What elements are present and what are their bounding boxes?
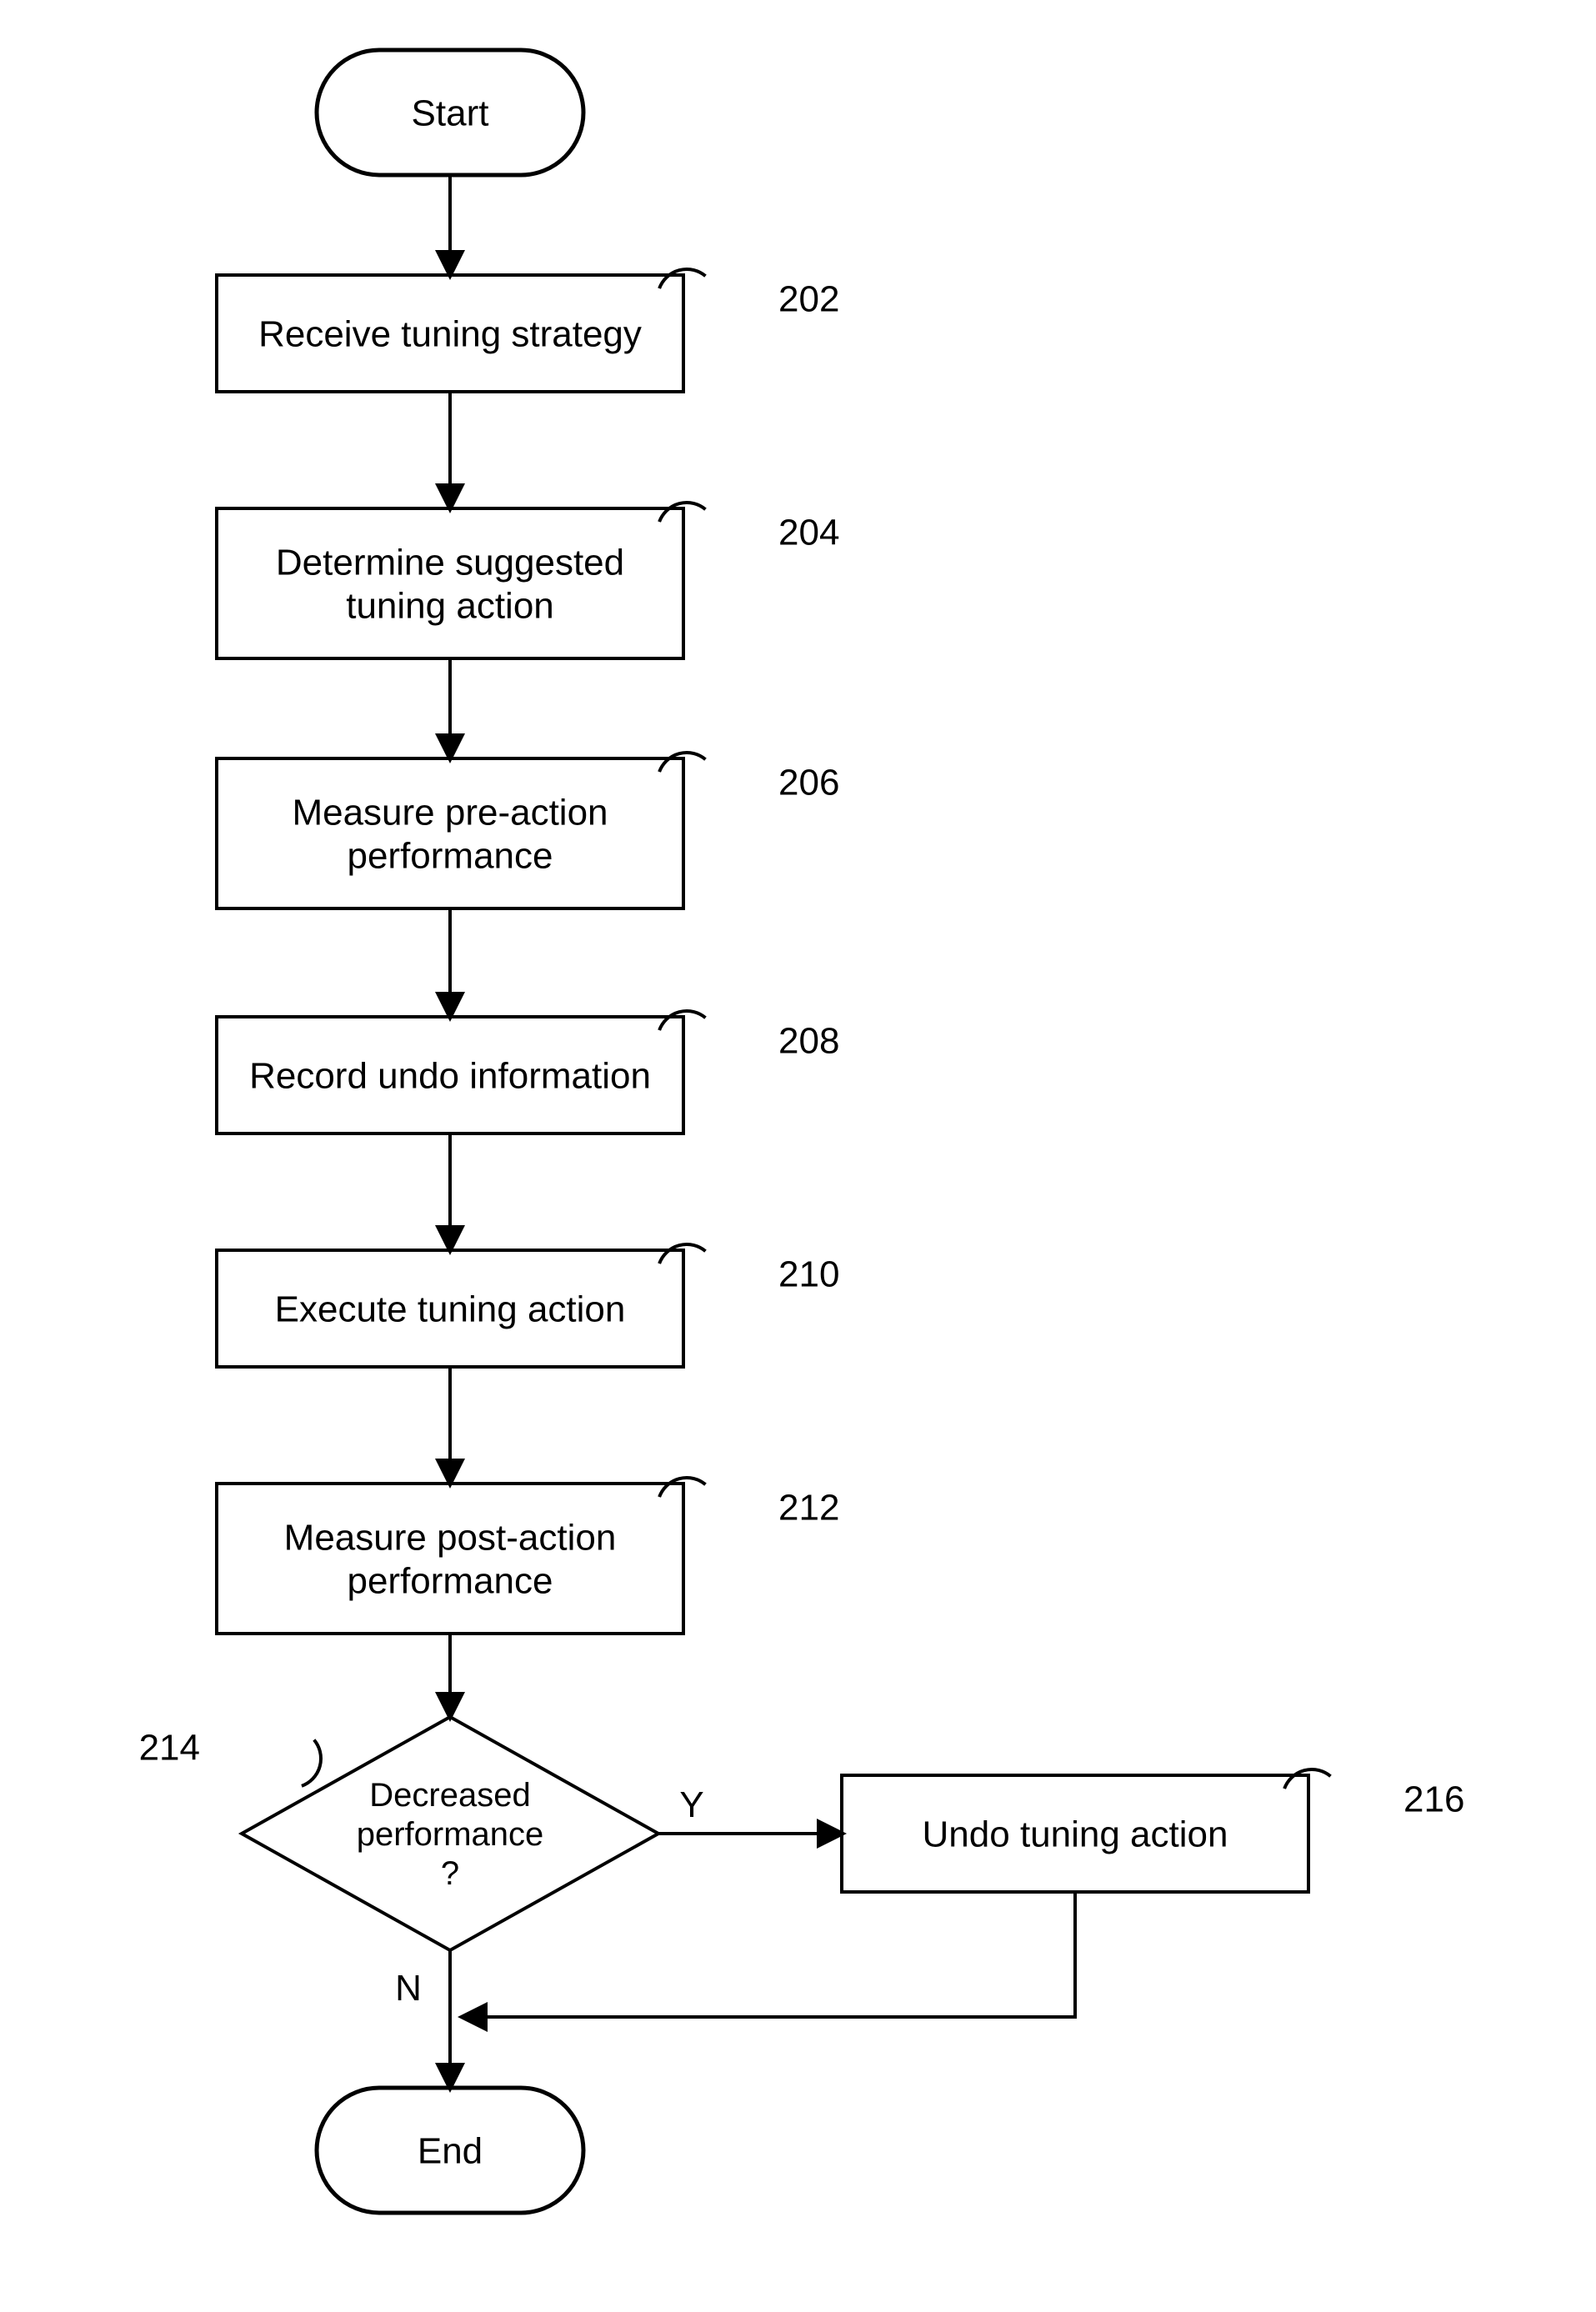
node-n216: Undo tuning action 216 — [842, 1769, 1464, 1892]
ref-number-n206: 206 — [778, 763, 839, 803]
node-n208-line-0: Record undo information — [249, 1055, 651, 1096]
ref-number-n202: 202 — [778, 279, 839, 320]
node-n210-line-0: Execute tuning action — [275, 1289, 626, 1329]
node-dec-line-2: ? — [441, 1855, 459, 1892]
node-n206-line-0: Measure pre-action — [292, 792, 608, 833]
node-n212-line-1: performance — [347, 1560, 553, 1601]
node-n212: Measure post-actionperformance 212 — [217, 1478, 839, 1634]
node-n202-line-0: Receive tuning strategy — [258, 313, 642, 354]
ref-callout-dec — [302, 1740, 321, 1786]
node-end-line-0: End — [418, 2130, 483, 2171]
node-n212-line-0: Measure post-action — [284, 1517, 617, 1558]
node-n216-line-0: Undo tuning action — [923, 1814, 1228, 1854]
node-dec-line-1: performance — [357, 1816, 544, 1853]
ref-number-dec: 214 — [139, 1728, 200, 1769]
ref-number-n212: 212 — [778, 1488, 839, 1529]
node-n210: Execute tuning action 210 — [217, 1244, 839, 1367]
node-n202: Receive tuning strategy 202 — [217, 269, 839, 392]
node-n208: Record undo information 208 — [217, 1011, 839, 1133]
edge-label-extra-0: N — [395, 1968, 422, 2009]
node-dec-line-0: Decreased — [369, 1777, 530, 1814]
node-n206-line-1: performance — [347, 835, 553, 876]
edge-label-7: Y — [679, 1784, 703, 1825]
node-start: Start — [317, 50, 583, 175]
ref-number-n216: 216 — [1403, 1779, 1464, 1820]
node-end: End — [317, 2088, 583, 2213]
nodes-layer: Start Receive tuning strategy 202 Determine… — [139, 50, 1465, 2213]
ref-number-n210: 210 — [778, 1254, 839, 1295]
node-n206: Measure pre-actionperformance 206 — [217, 753, 839, 908]
node-n204-line-0: Determine suggested — [276, 542, 624, 583]
ref-number-n208: 208 — [778, 1021, 839, 1062]
node-n204-line-1: tuning action — [346, 585, 554, 626]
ref-number-n204: 204 — [778, 513, 839, 553]
node-n204: Determine suggestedtuning action 204 — [217, 503, 839, 658]
flowchart-canvas: Y N Start Receive tuning strategy 202 Determi… — [0, 0, 1596, 2312]
node-start-line-0: Start — [412, 93, 489, 133]
edge-9 — [463, 1892, 1075, 2017]
node-dec: Decreasedperformance? 214 — [139, 1717, 658, 1950]
